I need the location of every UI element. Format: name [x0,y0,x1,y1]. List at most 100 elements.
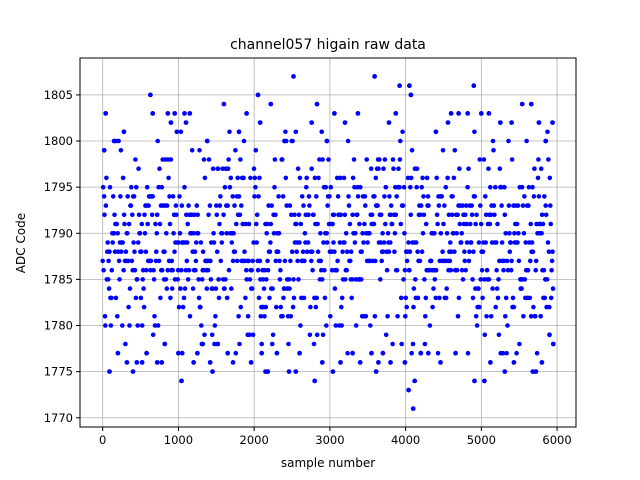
data-point [363,314,369,319]
data-point [170,267,175,273]
data-point [514,350,519,356]
data-point [164,203,170,208]
data-point [345,138,351,144]
data-point [438,231,444,236]
data-point [390,157,396,162]
data-point [535,175,541,181]
data-point-outlier [397,83,402,89]
data-point [432,231,437,236]
data-point [193,258,199,264]
data-point-outlier [412,378,418,384]
data-point [286,341,291,347]
data-point [226,267,232,273]
data-point [178,129,184,135]
data-point [244,267,249,273]
data-point [384,267,390,273]
data-point [448,267,454,273]
data-point [210,286,215,291]
data-point [402,267,408,273]
data-point [190,286,196,291]
data-point [184,240,190,245]
data-point [480,249,486,254]
data-point [473,314,479,319]
data-point [444,286,450,291]
data-point [271,231,277,236]
data-point [378,212,384,218]
data-point [547,304,552,310]
data-point [301,295,307,301]
data-point [254,212,260,218]
data-point [237,341,242,347]
data-point [133,295,139,301]
data-point-outlier [550,341,556,347]
data-point [375,203,380,208]
data-point [400,203,406,208]
data-point-outlier [539,360,545,365]
data-point [156,258,162,264]
data-point [157,221,163,227]
data-point [467,249,472,254]
data-point [435,221,440,227]
data-point [436,203,442,208]
data-point-outlier [130,369,136,374]
data-point [352,184,357,190]
data-point [339,323,345,328]
data-point [488,184,493,190]
data-point [270,332,276,338]
data-point [452,249,457,254]
data-point [484,314,489,319]
data-point [218,258,224,264]
data-point [281,295,286,301]
data-point [287,203,293,208]
data-point [503,231,509,236]
data-point-outlier [472,378,477,384]
data-point [390,341,395,347]
data-point [110,194,116,199]
data-point-outlier [107,369,112,374]
x-tick-label: 2000 [240,433,269,447]
data-point [457,166,462,171]
data-point [269,203,275,208]
data-point [531,194,537,199]
y-tick-label: 1800 [44,134,73,148]
data-point [418,212,423,218]
data-point [126,304,131,310]
y-tick-label: 1785 [44,272,73,286]
data-point [279,157,285,162]
data-point [398,221,404,227]
data-point [219,240,225,245]
data-point [221,212,226,218]
data-point [295,166,301,171]
data-point [179,267,184,273]
data-point [105,277,111,282]
data-point [400,129,405,135]
data-point [377,157,382,162]
data-point [324,231,330,236]
data-point [411,304,416,310]
data-point-outlier [134,360,140,365]
data-point [550,286,556,291]
data-point [495,221,500,227]
data-point [132,267,138,273]
data-point [206,212,211,218]
data-point [238,157,243,162]
data-point [409,148,415,153]
data-point [362,194,368,199]
data-point [464,240,470,245]
data-point [216,295,222,301]
data-point [294,221,299,227]
data-point [255,267,261,273]
data-point-outlier [150,111,156,116]
data-point [507,249,513,254]
data-point [320,157,325,162]
data-point [217,221,222,227]
data-point [354,212,360,218]
data-point [313,304,319,310]
data-point [441,221,446,227]
data-point [307,332,313,338]
data-point-outlier [121,129,127,135]
data-point [437,295,442,301]
data-point [237,212,243,218]
